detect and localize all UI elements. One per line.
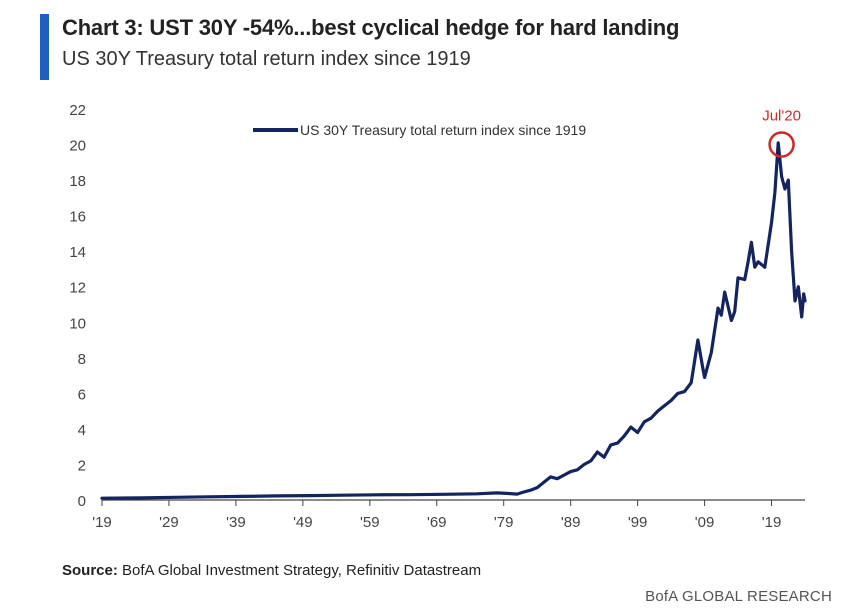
x-tick-label: '39: [226, 514, 246, 531]
x-axis: '19 '29 '39 '49 '59 '69 '79 '89 '99 '09 '19: [92, 499, 805, 531]
legend: US 30Y Treasury total return index since…: [253, 122, 586, 138]
x-tick-label: '19: [762, 514, 782, 531]
y-tick-label: 8: [78, 351, 86, 368]
peak-annotation-label: Jul'20: [762, 108, 801, 125]
x-tick-label: '69: [427, 514, 447, 531]
series-group: [100, 141, 807, 500]
x-tick-label: '79: [494, 514, 514, 531]
accent-bar: [40, 14, 49, 80]
y-tick-label: 18: [69, 173, 86, 190]
x-tick-label: '99: [628, 514, 648, 531]
y-tick-label: 0: [78, 493, 86, 510]
y-tick-label: 20: [69, 138, 86, 155]
y-tick-label: 4: [78, 422, 86, 439]
x-tick-label: '89: [561, 514, 581, 531]
y-tick-label: 10: [69, 315, 86, 332]
brand-label: BofA GLOBAL RESEARCH: [645, 588, 832, 605]
x-tick-label: '49: [293, 514, 313, 531]
source-line: Source: BofA Global Investment Strategy,…: [62, 562, 481, 579]
legend-label: US 30Y Treasury total return index since…: [300, 122, 586, 138]
peak-marker-circle: [768, 131, 795, 158]
y-tick-label: 6: [78, 386, 86, 403]
chart-subtitle: US 30Y Treasury total return index since…: [62, 48, 471, 70]
y-tick-label: 2: [78, 457, 86, 474]
treasury-return-chart: 0 2 4 6 8 10 12 14 16 18 20 22 '19 '29 '39 '49 '59 '69 '7…: [69, 102, 807, 531]
series-line: [100, 141, 807, 500]
y-tick-label: 14: [69, 244, 86, 261]
source-text: BofA Global Investment Strategy, Refinit…: [122, 562, 482, 579]
x-tick-label: '29: [159, 514, 179, 531]
x-tick-label: '19: [92, 514, 112, 531]
y-axis: 0 2 4 6 8 10 12 14 16 18 20 22: [69, 102, 86, 510]
x-tick-label: '09: [695, 514, 715, 531]
y-tick-label: 16: [69, 209, 86, 226]
x-tick-label: '59: [360, 514, 380, 531]
y-tick-label: 22: [69, 102, 86, 119]
source-label: Source:: [62, 562, 118, 579]
y-tick-label: 12: [69, 280, 86, 297]
chart-title: Chart 3: UST 30Y -54%...best cyclical he…: [62, 15, 680, 40]
annotation-group: Jul'20: [762, 108, 801, 158]
